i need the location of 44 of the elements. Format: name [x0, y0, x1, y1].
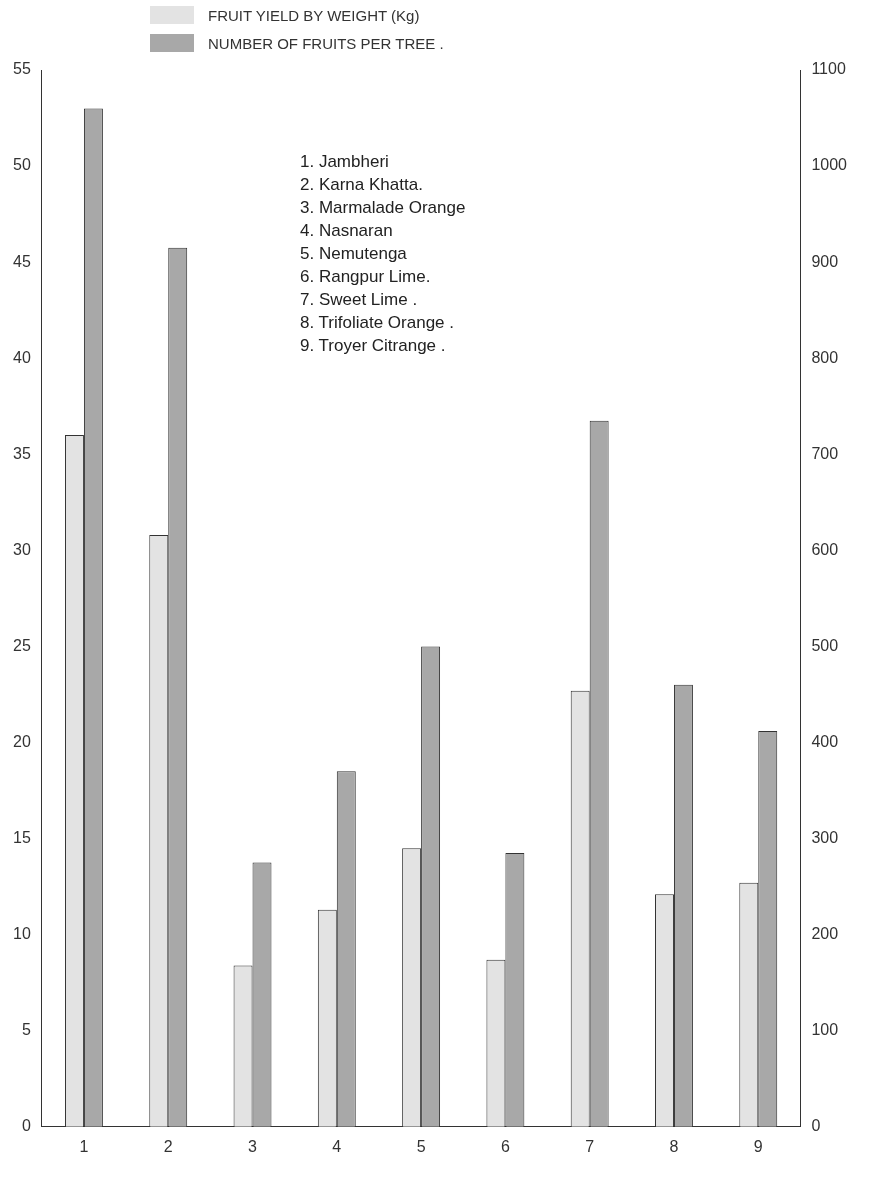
annotation: 3. Marmalade Orange: [300, 197, 466, 219]
y2-tick-label: 600: [811, 540, 839, 558]
y-tick-label: 55: [13, 60, 31, 78]
y-tick-label: 25: [13, 636, 31, 654]
y2-tick-label: 100: [811, 1021, 839, 1039]
annotation: 5. Nemutenga: [300, 243, 408, 265]
y2-tick-label: 300: [811, 828, 839, 846]
y-tick-label: 20: [13, 732, 31, 750]
x-tick-label: 6: [500, 1137, 510, 1155]
x-tick-label: 1: [79, 1137, 89, 1155]
y-tick-label: 50: [13, 156, 31, 174]
x-tick-label: 8: [669, 1137, 679, 1155]
y2-tick-label: 500: [811, 636, 839, 654]
y-tick-label: 40: [13, 348, 31, 366]
legend-label: NUMBER OF FRUITS PER TREE .: [208, 34, 444, 52]
y2-tick-label: 700: [811, 444, 839, 462]
y-tick-label: 0: [21, 1117, 31, 1135]
y-tick-label: 10: [13, 925, 31, 943]
x-tick-label: 9: [753, 1137, 763, 1155]
y2-tick-label: 200: [811, 925, 839, 943]
x-tick-label: 3: [248, 1137, 258, 1155]
annotation: 6. Rangpur Lime.: [300, 266, 432, 288]
y-tick-label: 15: [13, 828, 31, 846]
y-tick-label: 30: [13, 540, 31, 558]
x-tick-label: 4: [332, 1137, 342, 1155]
annotation: 7. Sweet Lime .: [300, 289, 419, 311]
y2-tick-label: 400: [811, 732, 839, 750]
x-tick-label: 7: [585, 1137, 595, 1155]
y2-tick-label: 800: [811, 348, 839, 366]
y2-tick-label: 0: [811, 1117, 821, 1135]
y-tick-label: 45: [13, 252, 31, 270]
y-tick-label: 5: [21, 1021, 31, 1039]
y-tick-label: 35: [13, 444, 31, 462]
x-tick-label: 5: [416, 1137, 426, 1155]
y2-tick-label: 1100: [811, 60, 846, 78]
y2-tick-label: 900: [811, 252, 839, 270]
annotation: 4. Nasnaran: [300, 220, 394, 242]
annotation: 2. Karna Khatta.: [300, 174, 424, 196]
annotation: 9. Troyer Citrange .: [300, 335, 447, 357]
legend-label: FRUIT YIELD BY WEIGHT (Kg): [208, 6, 420, 24]
annotation: 1. Jambheri: [300, 151, 390, 173]
y2-tick-label: 1000: [811, 156, 848, 174]
x-tick-label: 2: [163, 1137, 173, 1155]
annotation: 8. Trifoliate Orange .: [300, 312, 456, 334]
